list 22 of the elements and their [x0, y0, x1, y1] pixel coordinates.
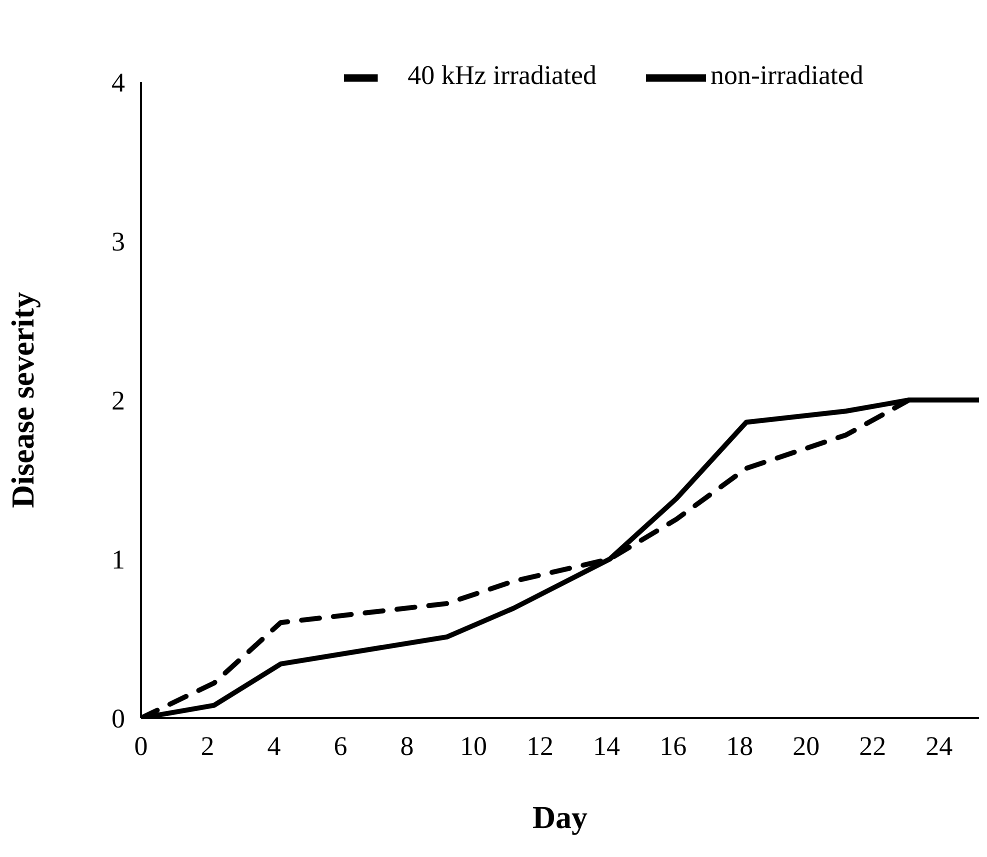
x-tick-label: 14: [593, 731, 621, 762]
x-tick-label: 24: [926, 731, 954, 762]
x-tick-label: 16: [660, 731, 687, 762]
legend-label: non-irradiated: [710, 60, 864, 90]
y-axis-title: Disease severity: [4, 292, 40, 508]
x-tick-label: 2: [200, 731, 214, 762]
y-tick-label: 1: [112, 544, 125, 575]
y-tick-label: 3: [112, 226, 125, 257]
x-tick-label: 10: [460, 731, 488, 762]
x-axis-title: Day: [532, 799, 588, 835]
y-tick-label: 4: [112, 68, 126, 98]
legend-label: 40 kHz irradiated: [408, 60, 596, 90]
x-tick-label: 12: [526, 731, 554, 762]
y-tick-label: 2: [112, 386, 125, 416]
x-tick-label: 0: [134, 731, 148, 762]
x-tick-label: 8: [400, 731, 414, 762]
x-tick-label: 4: [267, 731, 282, 762]
x-tick-label: 22: [859, 731, 886, 762]
x-tick-label: 6: [334, 731, 348, 762]
x-tick-label: 18: [726, 731, 754, 762]
x-tick-label: 20: [792, 731, 820, 762]
y-tick-label: 0: [112, 704, 125, 734]
